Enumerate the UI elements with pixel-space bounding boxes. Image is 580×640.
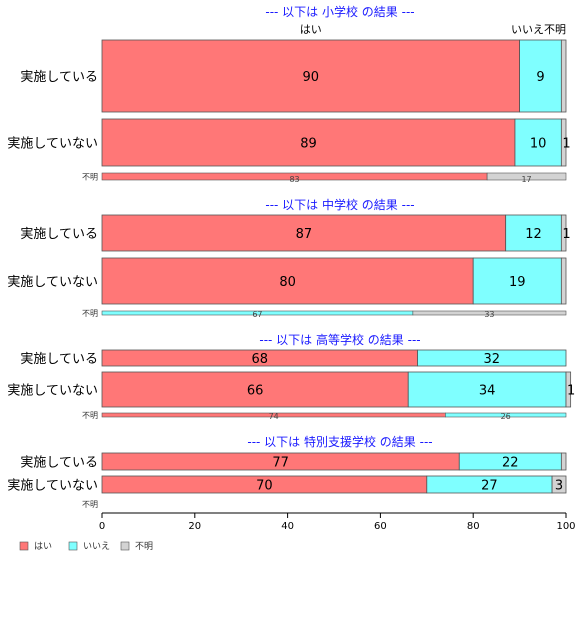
bar-segment-iie bbox=[445, 412, 567, 418]
data-label-fumei: 1 bbox=[562, 137, 570, 152]
x-tick-label: 40 bbox=[281, 521, 294, 532]
panel-title: --- 以下は 小学校 の結果 --- bbox=[265, 4, 414, 19]
panel-title: --- 以下は 中学校 の結果 --- bbox=[265, 197, 414, 212]
data-label-iie: 9 bbox=[536, 70, 544, 85]
legend-label: はい bbox=[34, 541, 52, 552]
bar-segment-iie bbox=[472, 257, 562, 305]
bar-segment-fumei bbox=[565, 371, 572, 408]
legend-swatch bbox=[120, 541, 130, 551]
data-label-hai: 74 bbox=[269, 412, 279, 421]
bar-segment-hai bbox=[101, 257, 474, 305]
legend-swatch bbox=[68, 541, 78, 551]
bar-segment-fumei bbox=[560, 257, 567, 305]
bar-segment-hai bbox=[101, 371, 409, 408]
legend-label: 不明 bbox=[135, 541, 153, 552]
data-label-iie: 12 bbox=[525, 227, 542, 242]
bar-segment-fumei bbox=[560, 39, 567, 113]
data-label-fumei: 3 bbox=[555, 479, 563, 494]
data-label-iie: 26 bbox=[501, 412, 511, 421]
row-label: 不明 bbox=[82, 309, 98, 318]
data-label-hai: 66 bbox=[247, 384, 264, 399]
column-header-iie-fumei: いいえ不明 bbox=[511, 23, 566, 36]
x-tick-label: 80 bbox=[467, 521, 480, 532]
data-label-fumei: 1 bbox=[562, 227, 570, 242]
bar-segment-fumei bbox=[486, 172, 567, 181]
row-label: 実施していない bbox=[7, 383, 98, 399]
row-label: 実施していない bbox=[7, 136, 98, 152]
bar-segment-hai bbox=[101, 118, 516, 167]
row-label: 実施している bbox=[20, 69, 98, 85]
row-label: 実施している bbox=[20, 351, 98, 367]
legend-swatch bbox=[19, 541, 29, 551]
column-header-hai: はい bbox=[300, 23, 322, 36]
data-label-iie: 67 bbox=[252, 310, 262, 319]
row-label: 不明 bbox=[82, 500, 98, 509]
x-tick-label: 0 bbox=[99, 521, 105, 532]
bar-segment-fumei bbox=[560, 452, 567, 471]
data-label-hai: 83 bbox=[289, 175, 299, 184]
data-label-hai: 68 bbox=[251, 352, 268, 367]
data-label-fumei: 1 bbox=[567, 384, 575, 399]
data-label-fumei: 33 bbox=[484, 310, 494, 319]
bar-segment-iie bbox=[417, 349, 567, 367]
bar-segment-fumei bbox=[551, 475, 567, 494]
data-label-iie: 32 bbox=[483, 352, 500, 367]
row-label: 実施している bbox=[20, 226, 98, 242]
data-label-iie: 34 bbox=[479, 384, 496, 399]
row-label: 不明 bbox=[82, 411, 98, 420]
row-label: 不明 bbox=[82, 173, 98, 182]
x-tick-label: 60 bbox=[374, 521, 387, 532]
bar-segment-hai bbox=[101, 39, 521, 113]
bar-segment-fumei bbox=[560, 214, 567, 252]
row-label: 実施していない bbox=[7, 274, 98, 290]
data-label-hai: 90 bbox=[303, 70, 320, 85]
panel-title: --- 以下は 高等学校 の結果 --- bbox=[259, 332, 420, 347]
legend-label: いいえ bbox=[83, 541, 110, 552]
data-label-hai: 89 bbox=[300, 137, 317, 152]
data-label-hai: 70 bbox=[256, 479, 273, 494]
data-label-hai: 77 bbox=[272, 456, 289, 471]
bar-segment-iie bbox=[505, 214, 562, 252]
data-label-iie: 22 bbox=[502, 456, 519, 471]
x-tick-label: 100 bbox=[556, 521, 575, 532]
data-label-fumei: 17 bbox=[521, 175, 531, 184]
data-label-iie: 10 bbox=[530, 137, 547, 152]
bar-segment-hai bbox=[101, 214, 507, 252]
bar-segment-fumei bbox=[412, 310, 567, 316]
data-label-iie: 19 bbox=[509, 275, 526, 290]
bar-segment-fumei bbox=[560, 118, 567, 167]
data-label-hai: 87 bbox=[296, 227, 313, 242]
x-tick-label: 20 bbox=[188, 521, 201, 532]
bar-segment-iie bbox=[519, 39, 562, 113]
data-label-hai: 80 bbox=[279, 275, 296, 290]
bar-segment-iie bbox=[407, 371, 567, 408]
data-label-iie: 27 bbox=[481, 479, 498, 494]
row-label: 実施していない bbox=[7, 478, 98, 494]
row-label: 実施している bbox=[20, 455, 98, 471]
panel-title: --- 以下は 特別支援学校 の結果 --- bbox=[247, 434, 432, 449]
